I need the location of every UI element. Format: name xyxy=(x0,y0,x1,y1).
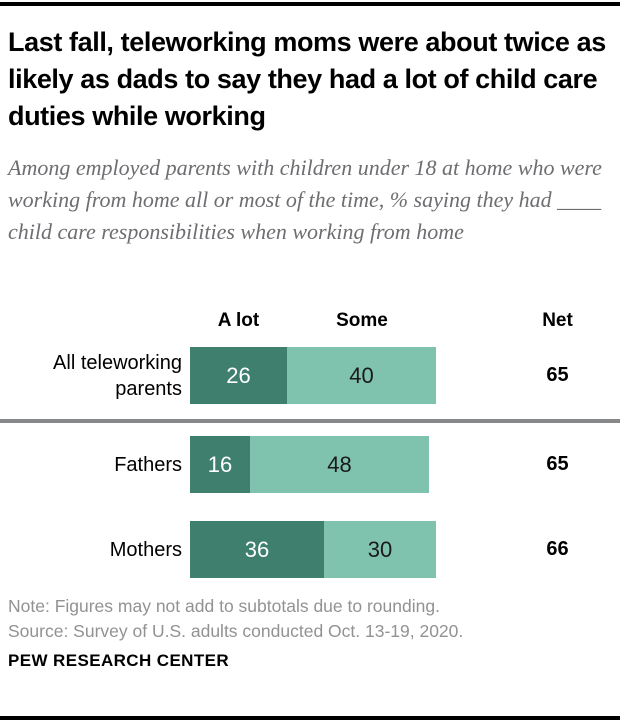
top-border-line xyxy=(0,2,620,6)
note-text: Note: Figures may not add to subtotals d… xyxy=(8,596,440,616)
chart-subtitle: Among employed parents with children und… xyxy=(8,155,602,244)
column-header-some: Some xyxy=(336,310,388,331)
bar-segment-some: 48 xyxy=(250,436,429,493)
net-value: 66 xyxy=(546,538,569,560)
row-label: Mothers xyxy=(109,538,182,561)
bar-segment-some: 30 xyxy=(324,521,436,578)
bottom-border-line xyxy=(0,716,620,720)
bar-segment-a-lot: 16 xyxy=(190,436,250,493)
bar-segment-some: 40 xyxy=(287,347,436,404)
net-value: 65 xyxy=(546,453,569,475)
bar-row-all-teleworking-parents: All teleworking parents 26 40 65 xyxy=(0,347,620,404)
bar-segment-a-lot: 36 xyxy=(190,521,324,578)
bar-segment-a-lot: 26 xyxy=(190,347,287,404)
pew-research-center-wordmark: PEW RESEARCH CENTER xyxy=(8,651,230,670)
column-header-net: Net xyxy=(542,310,573,331)
bar-row-fathers: Fathers 16 48 65 xyxy=(0,436,620,493)
footnotes: Note: Figures may not add to subtotals d… xyxy=(8,594,608,644)
row-label: All teleworking parents xyxy=(53,351,182,400)
bar-row-mothers: Mothers 36 30 66 xyxy=(0,521,620,578)
source-text: Source: Survey of U.S. adults conducted … xyxy=(8,621,464,641)
row-label: Fathers xyxy=(114,453,182,476)
stacked-bar: 16 48 xyxy=(190,436,429,493)
stacked-bar: 36 30 xyxy=(190,521,436,578)
section-divider-line xyxy=(0,419,620,423)
chart-title: Last fall, teleworking moms were about t… xyxy=(8,27,606,131)
column-header-a-lot: A lot xyxy=(217,310,260,331)
stacked-bar: 26 40 xyxy=(190,347,436,404)
net-value: 65 xyxy=(546,364,569,386)
